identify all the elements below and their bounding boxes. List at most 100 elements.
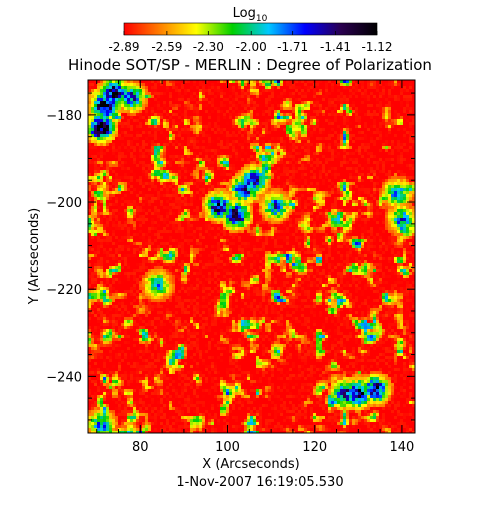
- heatmap-cell: [298, 206, 302, 210]
- heatmap-cell: [280, 209, 284, 213]
- heatmap-cell: [343, 203, 347, 207]
- heatmap-cell: [151, 176, 155, 180]
- heatmap-cell: [148, 131, 152, 135]
- heatmap-cell: [295, 170, 299, 174]
- heatmap-cell: [271, 188, 275, 192]
- heatmap-cell: [367, 209, 371, 213]
- heatmap-cell: [286, 92, 290, 96]
- heatmap-cell: [355, 125, 359, 129]
- heatmap-cell: [235, 92, 239, 96]
- heatmap-cell: [268, 158, 272, 162]
- heatmap-cell: [307, 119, 311, 123]
- heatmap-cell: [112, 92, 116, 96]
- heatmap-cell: [289, 182, 293, 186]
- heatmap-cell: [211, 197, 215, 201]
- heatmap-cell: [310, 164, 314, 168]
- heatmap-cell: [406, 155, 410, 159]
- heatmap-cell: [223, 182, 227, 186]
- heatmap-cell: [337, 197, 341, 201]
- heatmap-cell: [316, 113, 320, 117]
- heatmap-cell: [142, 137, 146, 141]
- heatmap-cell: [331, 176, 335, 180]
- heatmap-cell: [412, 164, 415, 168]
- heatmap-cell: [256, 173, 260, 177]
- heatmap-cell: [190, 128, 194, 132]
- heatmap-cell: [253, 176, 257, 180]
- heatmap-cell: [352, 113, 356, 117]
- heatmap-cell: [352, 119, 356, 123]
- heatmap-cell: [250, 107, 254, 111]
- heatmap-cell: [115, 101, 119, 105]
- heatmap-cell: [286, 95, 290, 99]
- heatmap-cell: [394, 104, 398, 108]
- heatmap-cell: [241, 203, 245, 207]
- heatmap-cell: [313, 188, 317, 192]
- heatmap-cell: [370, 113, 374, 117]
- heatmap-cell: [193, 95, 197, 99]
- heatmap-cell: [115, 155, 119, 159]
- heatmap-cell: [127, 143, 131, 147]
- heatmap-cell: [121, 80, 125, 84]
- heatmap-cell: [244, 170, 248, 174]
- heatmap-cell: [145, 137, 149, 141]
- heatmap-cell: [163, 119, 167, 123]
- heatmap-cell: [325, 170, 329, 174]
- heatmap-cell: [199, 212, 203, 216]
- heatmap-cell: [175, 140, 179, 144]
- heatmap-cell: [382, 212, 386, 216]
- heatmap-cell: [154, 137, 158, 141]
- heatmap-cell: [370, 146, 374, 150]
- heatmap-cell: [301, 170, 305, 174]
- heatmap-cell: [325, 152, 329, 156]
- heatmap-cell: [184, 170, 188, 174]
- heatmap-cell: [193, 170, 197, 174]
- heatmap-cell: [109, 182, 113, 186]
- heatmap-cell: [355, 197, 359, 201]
- heatmap-cell: [115, 152, 119, 156]
- heatmap-cell: [412, 158, 415, 162]
- heatmap-cell: [391, 203, 395, 207]
- heatmap-cell: [334, 119, 338, 123]
- heatmap-cell: [376, 194, 380, 198]
- heatmap-cell: [412, 203, 415, 207]
- heatmap-cell: [100, 167, 104, 171]
- heatmap-cell: [385, 212, 389, 216]
- heatmap-cell: [370, 164, 374, 168]
- heatmap-cell: [304, 146, 308, 150]
- heatmap-cell: [109, 80, 113, 84]
- heatmap-cell: [226, 158, 230, 162]
- heatmap-cell: [352, 197, 356, 201]
- heatmap-cell: [166, 206, 170, 210]
- heatmap-cell: [352, 143, 356, 147]
- heatmap-cell: [118, 179, 122, 183]
- heatmap-cell: [241, 107, 245, 111]
- heatmap-cell: [337, 125, 341, 129]
- heatmap-cell: [289, 155, 293, 159]
- heatmap-cell: [313, 170, 317, 174]
- heatmap-cell: [124, 101, 128, 105]
- heatmap-cell: [190, 185, 194, 189]
- heatmap-cell: [196, 215, 200, 219]
- heatmap-cell: [97, 92, 101, 96]
- heatmap-cell: [241, 80, 245, 84]
- heatmap-cell: [313, 191, 317, 195]
- heatmap-cell: [349, 200, 353, 204]
- heatmap-cell: [187, 140, 191, 144]
- heatmap-cell: [145, 143, 149, 147]
- heatmap-cell: [97, 215, 101, 219]
- heatmap-cell: [205, 95, 209, 99]
- heatmap-cell: [412, 92, 415, 96]
- heatmap-cell: [145, 101, 149, 105]
- heatmap-cell: [334, 188, 338, 192]
- heatmap-cell: [130, 80, 134, 84]
- heatmap-cell: [202, 188, 206, 192]
- heatmap-cell: [106, 110, 110, 114]
- heatmap-cell: [376, 143, 380, 147]
- heatmap-cell: [154, 152, 158, 156]
- heatmap-cell: [307, 86, 311, 90]
- heatmap-cell: [325, 209, 329, 213]
- heatmap-cell: [328, 179, 332, 183]
- heatmap-cell: [229, 212, 233, 216]
- heatmap-cell: [361, 206, 365, 210]
- heatmap-cell: [238, 152, 242, 156]
